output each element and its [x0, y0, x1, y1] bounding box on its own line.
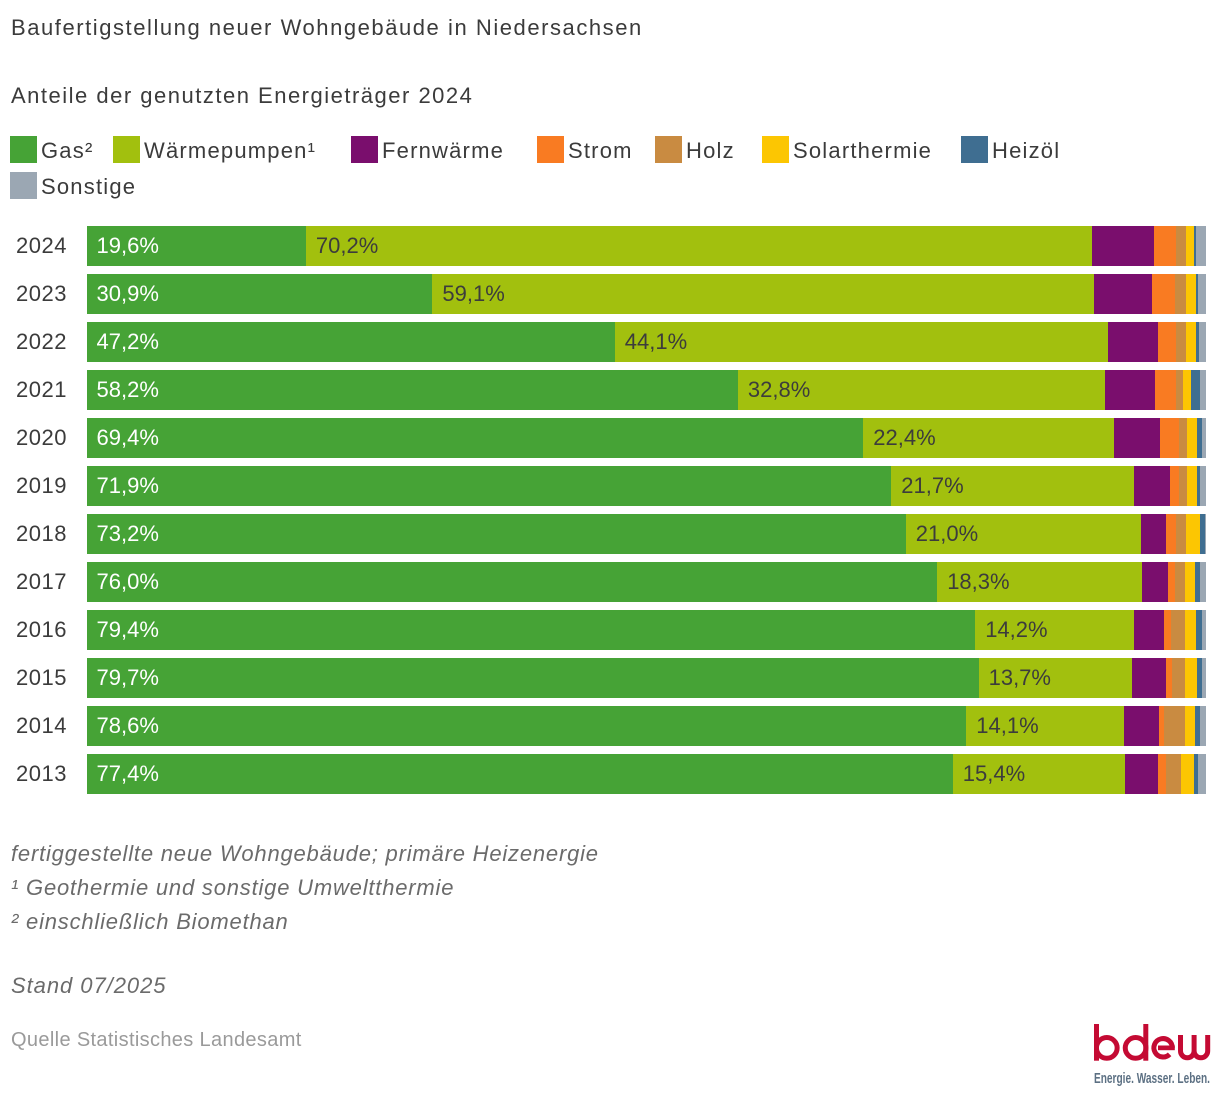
- svg-text:Energie. Wasser. Leben.: Energie. Wasser. Leben.: [1094, 1070, 1210, 1085]
